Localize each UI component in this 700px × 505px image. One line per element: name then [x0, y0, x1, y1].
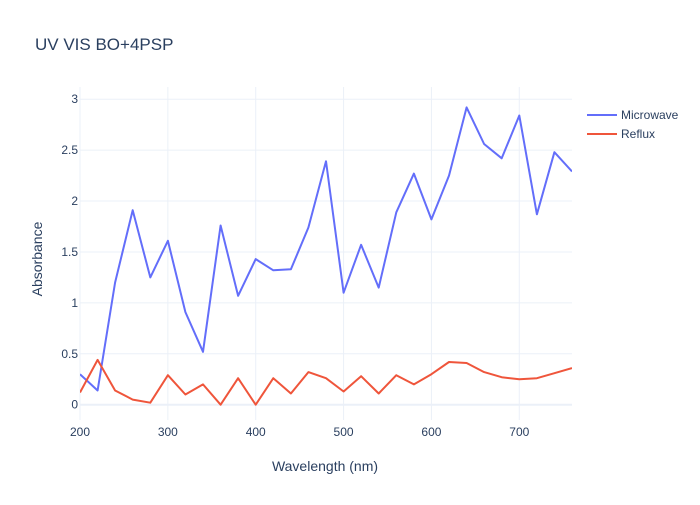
- x-axis-title: Wavelength (nm): [272, 458, 378, 474]
- legend-label: Reflux: [621, 127, 655, 141]
- y-axis-title: Absorbance: [29, 221, 45, 296]
- series-line-reflux[interactable]: [80, 358, 572, 406]
- x-tick-label: 700: [509, 425, 529, 439]
- y-tick-label: 0.5: [61, 347, 78, 361]
- legend-item-reflux[interactable]: Reflux: [587, 127, 655, 141]
- y-tick-label: 1: [71, 296, 78, 310]
- legend: Microwave Reflux: [587, 108, 679, 141]
- grid: [79, 87, 572, 420]
- series-layer: [80, 106, 572, 406]
- x-tick-label: 600: [421, 425, 441, 439]
- y-tick-label: 2: [71, 194, 78, 208]
- y-tick-label: 1.5: [61, 245, 78, 259]
- x-tick-label: 200: [70, 425, 90, 439]
- y-axis-ticks: 0 0.5 1 1.5 2 2.5 3: [61, 92, 78, 412]
- y-tick-label: 3: [71, 92, 78, 106]
- series-line-microwave[interactable]: [80, 106, 572, 392]
- x-tick-label: 500: [334, 425, 354, 439]
- legend-item-microwave[interactable]: Microwave: [587, 108, 679, 122]
- x-tick-label: 400: [246, 425, 266, 439]
- y-tick-label: 0: [71, 398, 78, 412]
- y-tick-label: 2.5: [61, 143, 78, 157]
- x-axis-ticks: 200 300 400 500 600 700: [70, 425, 530, 439]
- x-tick-label: 300: [158, 425, 178, 439]
- chart-title: UV VIS BO+4PSP: [35, 35, 173, 54]
- legend-label: Microwave: [621, 108, 679, 122]
